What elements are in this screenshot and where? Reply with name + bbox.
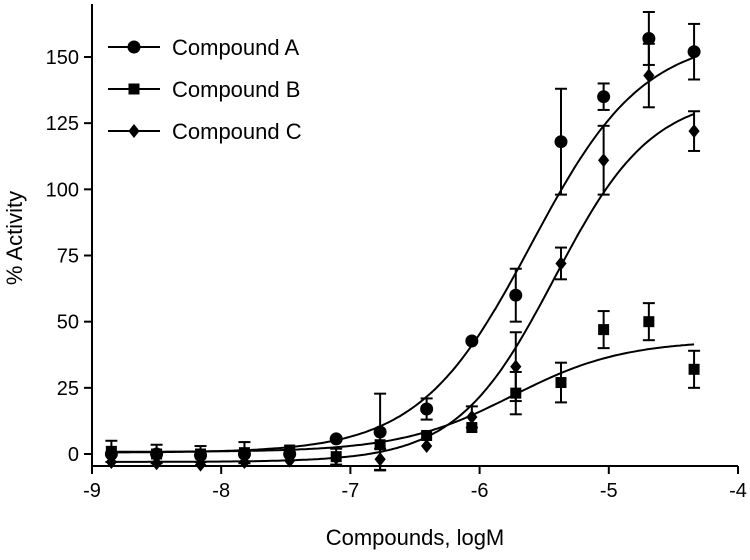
x-tick-label: -9 [83, 480, 101, 502]
x-axis-label: Compounds, logM [326, 525, 505, 550]
square-marker [688, 363, 700, 375]
diamond-marker [238, 454, 251, 469]
diamond-marker [598, 153, 610, 168]
circle-marker [127, 40, 141, 54]
square-marker [421, 429, 433, 441]
x-tick-label: -5 [600, 480, 618, 502]
square-marker [643, 316, 655, 328]
diamond-marker [151, 456, 163, 471]
square-marker [284, 444, 296, 456]
circle-marker [554, 135, 568, 149]
legend-label: Compound A [172, 35, 300, 60]
circle-marker [329, 432, 343, 446]
circle-marker [420, 402, 434, 416]
y-tick-label: 75 [57, 246, 79, 268]
y-axis-label: % Activity [2, 191, 27, 285]
circle-marker [687, 45, 701, 59]
circle-marker [373, 425, 387, 439]
diamond-marker [555, 256, 567, 271]
diamond-marker [374, 452, 386, 467]
diamond-marker [194, 457, 207, 472]
square-marker [105, 445, 117, 457]
square-marker [151, 448, 163, 460]
diamond-marker [688, 124, 700, 139]
square-marker [555, 377, 567, 389]
fit-curve-compound-b [111, 343, 695, 453]
legend-label: Compound C [172, 119, 302, 144]
y-tick-label: 150 [46, 47, 79, 69]
diamond-marker [105, 454, 117, 469]
diamond-marker [330, 450, 342, 465]
y-tick-label: 0 [68, 444, 79, 466]
axes: -9 -8 -7 -6 -5 -4 0 25 50 75 100 125 150 [46, 4, 747, 502]
legend: Compound A Compound B Compound C [108, 35, 302, 144]
x-tick-label: -4 [729, 480, 747, 502]
diamond-marker [643, 68, 655, 83]
square-marker [195, 448, 207, 460]
diamond-marker [284, 453, 296, 468]
fit-curve-compound-a [111, 56, 695, 454]
diamond-marker [466, 409, 478, 424]
square-marker [374, 439, 386, 451]
circle-marker [597, 90, 611, 104]
x-tick-label: -8 [212, 480, 230, 502]
x-tick-label: -7 [342, 480, 360, 502]
diamond-marker [128, 124, 140, 138]
fit-curves [111, 56, 695, 463]
circle-marker [465, 334, 479, 348]
fit-curve-compound-c [111, 113, 695, 463]
circle-marker [642, 31, 656, 45]
x-tick-label: -6 [471, 480, 489, 502]
legend-label: Compound B [172, 77, 300, 102]
diamond-marker [421, 439, 433, 454]
y-tick-label: 100 [46, 179, 79, 201]
square-marker [598, 324, 610, 336]
square-marker [128, 83, 140, 95]
circle-marker [509, 288, 523, 302]
diamond-marker [510, 359, 522, 374]
y-tick-label: 50 [57, 312, 79, 334]
data-points [104, 11, 701, 472]
y-tick-label: 125 [46, 113, 79, 135]
y-tick-label: 25 [57, 378, 79, 400]
square-marker [238, 447, 250, 459]
